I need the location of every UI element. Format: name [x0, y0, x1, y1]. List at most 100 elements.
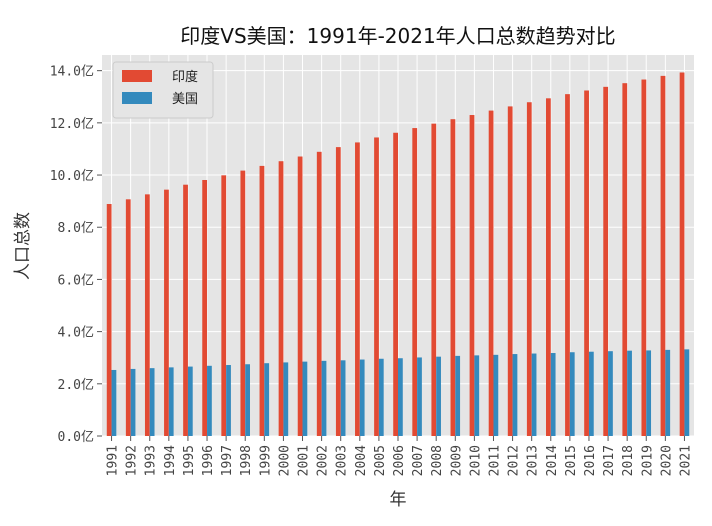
x-tick-label: 2014 [545, 445, 560, 476]
bar-usa-2012 [512, 354, 518, 436]
bar-india-1996 [202, 179, 208, 436]
bar-usa-1993 [149, 368, 155, 436]
bar-india-1993 [144, 194, 150, 436]
chart-title: 印度VS美国：1991年-2021年人口总数趋势对比 [180, 24, 615, 48]
bar-usa-2004 [359, 359, 365, 436]
bar-usa-2016 [588, 351, 594, 436]
bar-india-1992 [125, 199, 131, 436]
x-tick-label: 2015 [564, 445, 579, 476]
bar-india-1998 [240, 170, 246, 436]
x-tick-label: 1995 [182, 445, 197, 476]
x-tick-label: 2017 [602, 445, 617, 476]
bar-usa-2018 [627, 350, 632, 436]
x-tick-label: 2000 [277, 445, 292, 476]
x-tick-label: 1999 [258, 445, 273, 476]
bar-usa-2021 [684, 349, 690, 436]
x-tick-label: 2003 [335, 445, 350, 476]
y-tick-label: 4.0亿 [58, 326, 94, 341]
bar-india-2021 [679, 72, 685, 436]
bar-usa-2017 [608, 351, 613, 436]
x-tick-label: 1994 [163, 445, 178, 476]
x-tick-label: 2007 [411, 445, 426, 476]
legend-label: 美国 [172, 92, 198, 107]
bar-usa-1992 [130, 368, 136, 436]
bar-usa-2008 [436, 356, 441, 436]
x-tick-label: 2013 [526, 445, 541, 476]
bar-india-2016 [584, 90, 589, 436]
bar-usa-1995 [187, 366, 193, 436]
bar-india-1999 [259, 165, 265, 436]
bar-usa-1998 [245, 364, 250, 436]
x-tick-label: 2020 [659, 445, 674, 476]
bar-india-2006 [393, 132, 398, 436]
x-tick-label: 1996 [201, 445, 216, 476]
bar-india-2009 [450, 119, 456, 436]
legend-swatch [122, 70, 152, 82]
bar-india-2019 [641, 79, 647, 436]
x-tick-label: 2001 [297, 445, 312, 476]
x-tick-label: 2021 [678, 445, 693, 476]
legend-label: 印度 [172, 69, 198, 85]
x-tick-label: 2016 [583, 445, 598, 476]
x-tick-label: 2006 [392, 445, 407, 476]
x-tick-label: 1991 [106, 445, 121, 476]
x-tick-label: 2018 [621, 445, 636, 476]
x-tick-label: 2009 [449, 445, 464, 476]
y-axis: 0.0亿 2.0亿 4.0亿 6.0亿 8.0亿 10.0亿 12.0亿 14.0亿 [50, 65, 102, 445]
bar-usa-2020 [665, 349, 671, 436]
y-tick-label: 2.0亿 [58, 378, 94, 393]
bar-usa-2005 [378, 358, 384, 436]
bar-usa-2015 [569, 352, 575, 436]
bar-usa-1996 [207, 365, 212, 436]
x-tick-label: 2004 [354, 445, 369, 476]
bar-india-2002 [316, 151, 322, 437]
bar-usa-2001 [302, 361, 308, 436]
bar-india-2010 [469, 115, 475, 437]
x-tick-label: 2012 [507, 445, 522, 476]
x-tick-label: 1992 [125, 445, 140, 476]
y-tick-label: 14.0亿 [50, 65, 94, 80]
y-tick-label: 12.0亿 [50, 117, 94, 132]
x-tick-label: 2002 [316, 445, 331, 476]
legend-swatch [122, 92, 152, 104]
x-axis: 1991 1992 1993 1994 1995 1996 1997 1998 1999 2000… [106, 436, 693, 476]
bar-india-2015 [565, 94, 570, 437]
bar-usa-2006 [398, 358, 403, 436]
bar-usa-2003 [340, 360, 346, 436]
bar-usa-2007 [417, 357, 422, 436]
bar-india-2018 [622, 83, 628, 436]
bar-india-2011 [488, 110, 494, 437]
y-tick-label: 0.0亿 [58, 430, 94, 445]
bar-usa-1999 [264, 363, 270, 436]
x-tick-label: 2010 [468, 445, 483, 476]
bar-india-2017 [603, 86, 609, 437]
bar-usa-2014 [550, 353, 556, 436]
bar-india-2007 [412, 128, 418, 437]
x-tick-label: 2008 [430, 445, 445, 476]
x-axis-label: 年 [390, 490, 407, 510]
x-tick-label: 1993 [144, 445, 159, 476]
bar-india-2001 [297, 156, 303, 437]
x-tick-label: 2019 [640, 445, 655, 476]
bar-usa-2011 [493, 354, 499, 436]
bar-usa-2019 [646, 350, 652, 436]
bar-india-2003 [335, 147, 341, 436]
bar-usa-1997 [226, 365, 231, 436]
bar-india-2004 [355, 142, 360, 436]
bar-india-1991 [106, 204, 112, 436]
bar-usa-2000 [283, 362, 289, 436]
y-tick-label: 10.0亿 [50, 169, 94, 184]
bar-usa-2002 [321, 360, 327, 436]
x-tick-label: 1998 [239, 445, 254, 476]
bar-usa-1991 [111, 369, 117, 436]
y-tick-label: 6.0亿 [58, 273, 94, 288]
x-tick-label: 1997 [220, 445, 235, 476]
bar-india-2014 [546, 98, 551, 436]
bars [106, 72, 690, 437]
bar-india-1994 [164, 189, 169, 436]
y-tick-label: 8.0亿 [58, 221, 94, 236]
x-tick-label: 2011 [487, 445, 502, 476]
bar-india-2008 [431, 123, 437, 436]
